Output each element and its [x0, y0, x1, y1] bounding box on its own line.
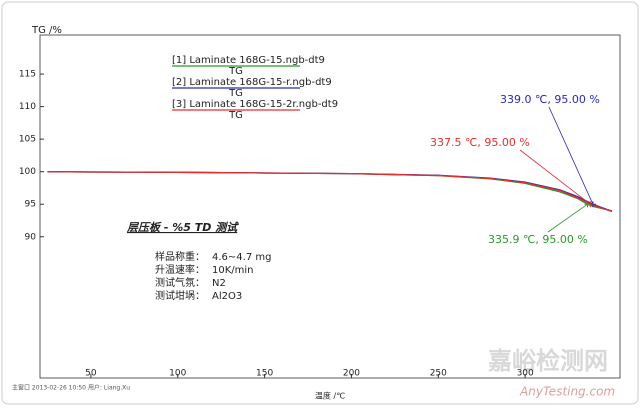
info-label: 升温速率：: [155, 263, 205, 276]
y-tick-label: 110: [19, 102, 36, 112]
info-value: 10K/min: [212, 265, 254, 276]
annotation-label: 339.0 ℃, 95.00 %: [500, 93, 600, 106]
series-line: [47, 171, 613, 212]
y-tick-label: 90: [25, 232, 37, 242]
y-tick-label: 100: [19, 167, 36, 177]
info-title: 层压板 - %5 TD 测试: [126, 221, 239, 234]
watermark: AnyTesting.com: [519, 385, 615, 399]
info-value: Al2O3: [212, 291, 242, 302]
x-tick-label: 200: [343, 369, 360, 379]
y-tick-label: 105: [19, 135, 36, 145]
legend-label: [3] Laminate 168G-15-2r.ngb-dt9: [172, 99, 338, 110]
plot-frame: [39, 34, 621, 379]
series-line: [47, 171, 613, 212]
watermark: 嘉峪检测网: [488, 347, 608, 375]
footer: 用户: Liang.Xu: [88, 384, 130, 392]
x-axis-label: 温度 /℃: [315, 391, 345, 401]
x-tick-label: 100: [169, 369, 186, 379]
legend-sub: TG: [228, 66, 243, 77]
x-tick-label: 250: [430, 369, 447, 379]
annotation-leader: [547, 203, 588, 233]
y-axis-label: TG /%: [31, 25, 62, 36]
info-label: 样品称重：: [155, 250, 205, 263]
annotation-leader: [548, 106, 594, 205]
annotation-leader: [519, 149, 591, 205]
y-tick-label: 115: [19, 70, 36, 80]
footer: 主窗口 2013-02-26 10:50: [12, 384, 86, 392]
annotation-label: 337.5 ℃, 95.00 %: [430, 136, 530, 149]
x-tick-label: 150: [256, 369, 273, 379]
info-label: 测试坩埚：: [155, 289, 205, 302]
annotation-marker: [584, 201, 591, 208]
series-line: [47, 171, 613, 213]
legend-sub: TG: [228, 88, 243, 99]
y-tick-label: 95: [25, 200, 36, 210]
legend-label: [1] Laminate 168G-15.ngb-dt9: [172, 55, 325, 66]
x-tick-label: 50: [85, 369, 97, 379]
info-value: 4.6~4.7 mg: [212, 252, 271, 263]
x-tick-label: 300: [517, 369, 534, 379]
info-label: 测试气氛：: [155, 276, 205, 289]
legend-sub: TG: [228, 110, 243, 121]
annotation-label: 335.9 ℃, 95.00 %: [488, 233, 588, 246]
info-value: N2: [212, 278, 226, 289]
legend-label: [2] Laminate 168G-15-r.ngb-dt9: [172, 77, 332, 88]
